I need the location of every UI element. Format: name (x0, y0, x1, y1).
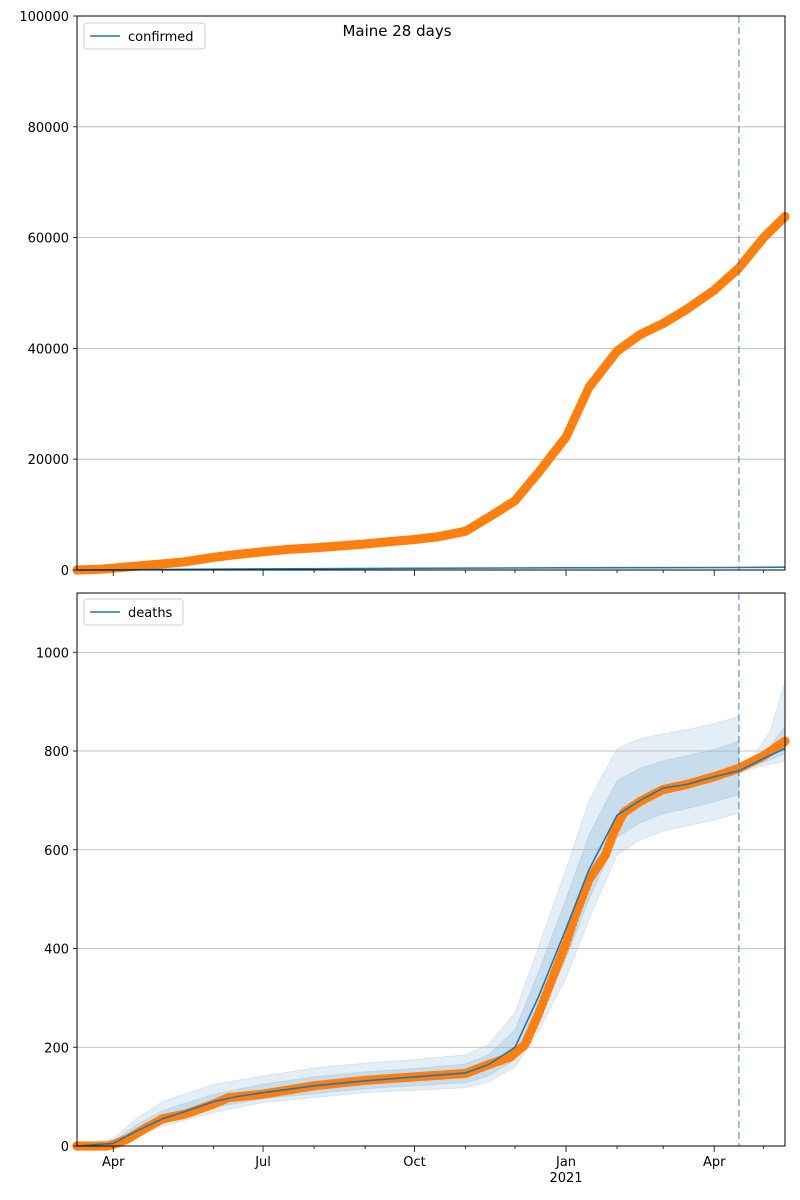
x-year-label: 2021 (549, 1171, 582, 1186)
y-tick-label-confirmed: 80000 (28, 121, 69, 136)
panel-confirmed-series (72, 16, 790, 575)
y-tick-label-confirmed: 40000 (28, 342, 69, 357)
panel-deaths-axes: 0 200 400 600 800 1000 (36, 592, 786, 1155)
y-tick-label-confirmed: 60000 (28, 232, 69, 247)
legend-label-confirmed: confirmed (128, 30, 194, 45)
y-tick-label-deaths: 0 (61, 1140, 69, 1155)
x-axis-labels: Apr Jul Oct Jan Apr 2021 (102, 1155, 726, 1186)
y-tick-label-confirmed: 0 (61, 564, 69, 579)
model-line-deaths (76, 747, 786, 1147)
panel-deaths-grid (77, 651, 785, 1147)
model-line-confirmed (76, 566, 786, 571)
panel-deaths-series (72, 593, 790, 1151)
x-tick-label: Jan (555, 1155, 576, 1170)
legend-label-deaths: deaths (128, 606, 173, 621)
y-tick-label-deaths: 1000 (36, 646, 69, 661)
y-tick-label-deaths: 800 (44, 745, 69, 760)
plot-frame-deaths (76, 592, 786, 1147)
panel-deaths-legend: deaths (83, 598, 184, 626)
x-tick-label: Apr (102, 1155, 125, 1170)
x-tick-label: Apr (703, 1155, 726, 1170)
x-tick-label: Jul (254, 1155, 271, 1170)
panel-deaths: 0 200 400 600 800 1000 deaths (36, 592, 790, 1155)
x-tick-label: Oct (403, 1155, 425, 1170)
y-tick-label-deaths: 200 (44, 1041, 69, 1056)
y-tick-label-confirmed: 100000 (19, 10, 69, 25)
chart-title: Maine 28 days (342, 22, 451, 40)
y-tick-label-confirmed: 20000 (28, 453, 69, 468)
y-tick-label-deaths: 600 (44, 844, 69, 859)
panel-confirmed-grid (77, 15, 785, 571)
panel-confirmed-axes: 0 20000 40000 60000 80000 100000 (19, 10, 786, 579)
y-tick-label-deaths: 400 (44, 943, 69, 958)
legend-box (83, 22, 206, 50)
panel-confirmed: 0 20000 40000 60000 80000 100000 confirmed (19, 10, 790, 579)
panel-confirmed-legend: confirmed (83, 22, 206, 50)
plot-frame-confirmed (76, 15, 786, 571)
legend-box (83, 598, 184, 626)
